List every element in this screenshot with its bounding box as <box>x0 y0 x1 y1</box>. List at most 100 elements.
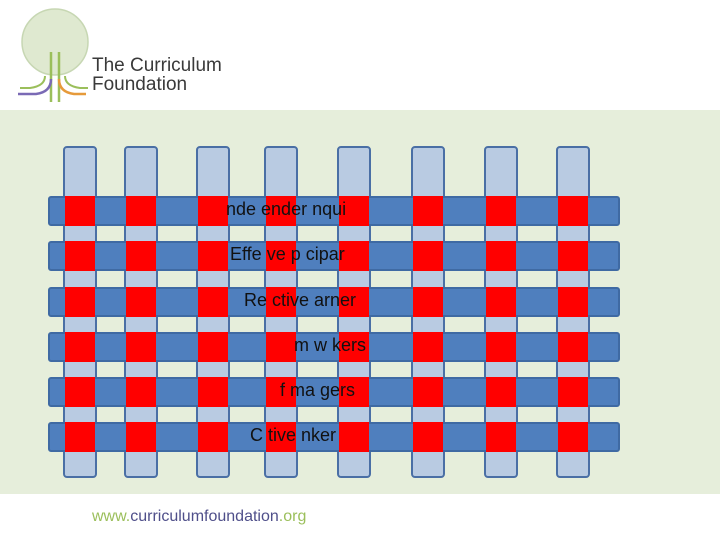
footer-url-site: curriculumfoundation <box>130 508 279 525</box>
intersection-cell <box>413 241 443 271</box>
logo-line-1: The Curriculum <box>92 55 222 76</box>
intersection-cell <box>266 241 296 271</box>
intersection-cell <box>339 196 369 226</box>
intersection-cell <box>266 377 296 407</box>
intersection-cell <box>126 241 156 271</box>
column-weave-segment <box>486 407 516 422</box>
intersection-cell <box>198 332 228 362</box>
column-weave-segment <box>486 271 516 287</box>
intersection-cell <box>339 241 369 271</box>
intersection-cell <box>558 196 588 226</box>
footer-url-suffix: .org <box>278 508 307 525</box>
intersection-cell <box>558 332 588 362</box>
intersection-cell <box>65 241 95 271</box>
column-weave-segment <box>486 362 516 377</box>
header: The Curriculum Foundation <box>0 0 720 110</box>
column-weave-segment <box>65 362 95 377</box>
plts-row-label: f ma gers <box>280 380 356 400</box>
column-weave-segment <box>413 226 443 241</box>
intersection-cell <box>486 196 516 226</box>
intersection-cell <box>413 196 443 226</box>
column-weave-segment <box>126 317 156 332</box>
intersection-cell <box>486 332 516 362</box>
column-weave-segment <box>65 271 95 287</box>
column-weave-segment <box>266 362 296 377</box>
column-weave-segment <box>558 407 588 422</box>
intersection-cell <box>486 377 516 407</box>
column-weave-segment <box>198 226 228 241</box>
intersection-cell <box>266 422 296 452</box>
column-weave-segment <box>558 362 588 377</box>
column-weave-segment <box>198 317 228 332</box>
column-weave-segment <box>198 407 228 422</box>
intersection-cell <box>339 377 369 407</box>
intersection-cell <box>486 422 516 452</box>
logo-text: The Curriculum Foundation <box>92 56 222 94</box>
column-weave-segment <box>413 271 443 287</box>
column-weave-segment <box>65 407 95 422</box>
column-weave-segment <box>126 226 156 241</box>
intersection-cell <box>413 422 443 452</box>
column-weave-segment <box>65 226 95 241</box>
intersection-cell <box>266 287 296 317</box>
column-weave-segment <box>198 271 228 287</box>
column-weave-segment <box>558 226 588 241</box>
footer <box>0 494 720 540</box>
intersection-cell <box>266 332 296 362</box>
column-weave-segment <box>266 317 296 332</box>
intersection-cell <box>65 287 95 317</box>
logo-line-2: Foundation <box>92 74 188 95</box>
intersection-cell <box>558 241 588 271</box>
intersection-cell <box>65 332 95 362</box>
intersection-cell <box>266 196 296 226</box>
intersection-cell <box>198 422 228 452</box>
intersection-cell <box>486 241 516 271</box>
intersection-cell <box>558 287 588 317</box>
column-weave-segment <box>339 271 369 287</box>
intersection-cell <box>558 422 588 452</box>
column-weave-segment <box>266 407 296 422</box>
column-weave-segment <box>339 362 369 377</box>
intersection-cell <box>198 287 228 317</box>
footer-url-prefix: www. <box>92 508 131 525</box>
column-weave-segment <box>558 317 588 332</box>
intersection-cell <box>126 422 156 452</box>
intersection-cell <box>65 377 95 407</box>
intersection-cell <box>413 377 443 407</box>
intersection-cell <box>339 422 369 452</box>
column-weave-segment <box>65 317 95 332</box>
column-weave-segment <box>486 317 516 332</box>
plts-row-label: nde ender nqui <box>226 199 347 219</box>
footer-url[interactable]: www.curriculumfoundation.org <box>92 508 306 526</box>
column-weave-segment <box>413 362 443 377</box>
intersection-cell <box>65 422 95 452</box>
intersection-cell <box>126 196 156 226</box>
plts-row-label: Re ctive arner <box>244 290 357 310</box>
intersection-cell <box>126 287 156 317</box>
curriculum-foundation-logo <box>18 8 89 102</box>
intersection-cell <box>413 332 443 362</box>
intersection-cell <box>198 196 228 226</box>
intersection-cell <box>413 287 443 317</box>
intersection-cell <box>339 287 369 317</box>
plts-row-label: C tive nker <box>250 425 337 445</box>
column-weave-segment <box>339 407 369 422</box>
intersection-cell <box>126 377 156 407</box>
column-weave-segment <box>198 362 228 377</box>
column-weave-segment <box>126 362 156 377</box>
column-weave-segment <box>266 271 296 287</box>
column-weave-segment <box>339 226 369 241</box>
plts-row-label: m w kers <box>294 335 366 355</box>
intersection-cell <box>339 332 369 362</box>
plts-row-label: Effe ve p cipar <box>230 244 345 264</box>
column-weave-segment <box>486 226 516 241</box>
intersection-cell <box>198 241 228 271</box>
intersection-cell <box>558 377 588 407</box>
column-weave-segment <box>339 317 369 332</box>
intersection-cell <box>126 332 156 362</box>
column-weave-segment <box>126 271 156 287</box>
column-weave-segment <box>126 407 156 422</box>
column-weave-segment <box>413 407 443 422</box>
intersection-cell <box>198 377 228 407</box>
intersection-cell <box>65 196 95 226</box>
